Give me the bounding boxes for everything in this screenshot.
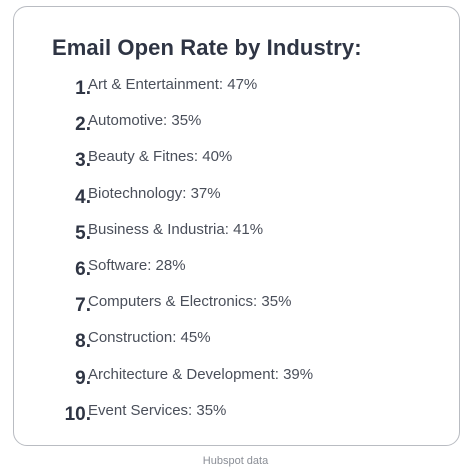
- item-number: 8.: [75, 331, 91, 353]
- item-number: 5.: [75, 222, 91, 244]
- card-title: Email Open Rate by Industry:: [52, 35, 362, 60]
- list-item: 9. Architecture & Development: 39%: [14, 360, 459, 396]
- list-item: 3. Beauty & Fitnes: 40%: [14, 142, 459, 178]
- item-number: 4.: [75, 186, 91, 208]
- list-item: 4. Biotechnology: 37%: [14, 179, 459, 215]
- list-item: 7. Computers & Electronics: 35%: [14, 287, 459, 323]
- item-number: 6.: [75, 258, 91, 280]
- item-number: 9.: [75, 367, 91, 389]
- item-label: Art & Entertainment: 47%: [88, 76, 258, 93]
- industry-list: 1. Art & Entertainment: 47% 2. Automotiv…: [14, 70, 459, 432]
- item-label: Beauty & Fitnes: 40%: [88, 148, 233, 166]
- info-card: Email Open Rate by Industry: 1. Art & En…: [13, 6, 460, 446]
- list-item: 8. Construction: 45%: [14, 323, 459, 359]
- item-number: 10.: [64, 403, 91, 425]
- list-item: 2. Automotive: 35%: [14, 106, 459, 142]
- list-item: 5. Business & Industria: 41%: [14, 215, 459, 251]
- item-number: 3.: [75, 150, 91, 172]
- item-label: Architecture & Development: 39%: [88, 365, 314, 383]
- list-item: 1. Art & Entertainment: 47%: [14, 70, 459, 106]
- list-item: 6. Software: 28%: [14, 251, 459, 287]
- source-caption: Hubspot data: [202, 455, 269, 467]
- item-label: Automotive: 35%: [88, 112, 202, 130]
- item-label: Business & Industria: 41%: [88, 220, 264, 238]
- item-label: Event Services: 35%: [88, 401, 227, 419]
- item-number: 7.: [75, 295, 91, 317]
- item-label: Software: 28%: [88, 256, 186, 274]
- item-label: Biotechnology: 37%: [88, 184, 221, 202]
- item-number: 2.: [75, 114, 91, 136]
- item-number: 1.: [75, 78, 91, 99]
- item-label: Computers & Electronics: 35%: [88, 293, 292, 311]
- list-item: 10. Event Services: 35%: [14, 396, 459, 432]
- item-label: Construction: 45%: [88, 329, 211, 347]
